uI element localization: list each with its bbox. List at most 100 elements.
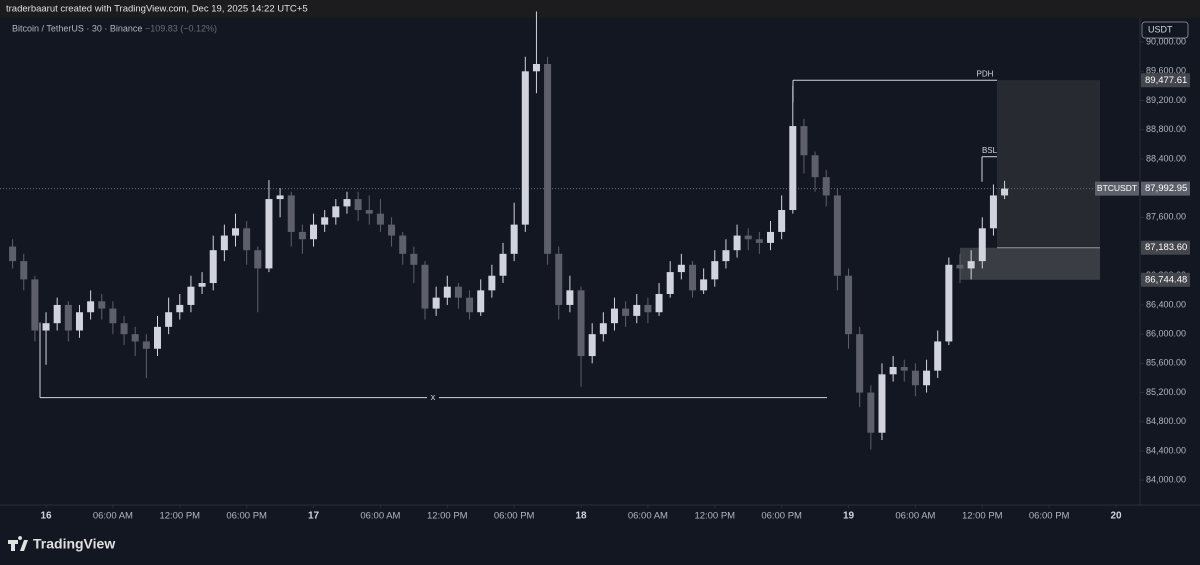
y-tick-label: 89,200.00 [1146, 95, 1186, 105]
candle-body [633, 304, 641, 316]
symbol-tag [1095, 181, 1139, 196]
candle-body [934, 341, 942, 371]
candle-body [967, 261, 975, 269]
y-tick-label: 88,800.00 [1146, 124, 1186, 134]
y-tick-label: 87,600.00 [1146, 212, 1186, 222]
candle-body [978, 228, 986, 262]
price-label: 89,477.61 [1145, 75, 1187, 86]
y-tick-label: 84,800.00 [1146, 416, 1186, 426]
x-tick-label: 19 [843, 511, 855, 522]
candle-body [945, 264, 953, 342]
x-tick-label: 16 [40, 511, 52, 522]
candle-body [488, 275, 496, 291]
candle-body [521, 71, 529, 225]
price-label-box [1141, 272, 1190, 287]
candle-body [399, 235, 407, 254]
candle-body [677, 264, 685, 273]
candle-body [822, 177, 830, 196]
candle-body [254, 250, 262, 269]
brand-logo [8, 536, 28, 551]
candle-body [354, 199, 362, 211]
candle-body [20, 261, 28, 280]
candle-body [666, 272, 674, 294]
price-label: 87,992.95 [1145, 183, 1187, 194]
y-tick-label: 84,000.00 [1146, 475, 1186, 485]
y-tick-label: 90,000.00 [1146, 36, 1186, 46]
candle-body [42, 323, 50, 331]
footer [0, 530, 1200, 565]
y-tick-label: 88,400.00 [1146, 153, 1186, 163]
candle-body [310, 224, 318, 240]
x-tick-label: 06:00 AM [628, 511, 668, 522]
candle-body [622, 308, 630, 316]
y-tick-label: 86,400.00 [1146, 299, 1186, 309]
candle-body [276, 195, 284, 200]
x-tick-label: 12:00 PM [427, 511, 468, 522]
y-tick-label: 84,400.00 [1146, 445, 1186, 455]
candle-body [109, 308, 117, 324]
candle-body [454, 286, 462, 298]
candle-body [31, 279, 39, 331]
candle-body [811, 155, 819, 178]
annotation-label: PDH [977, 69, 994, 78]
candle-body [131, 334, 139, 342]
candle-body [610, 308, 618, 324]
chart-title: Bitcoin / TetherUS · 30 · Binance [12, 23, 142, 33]
x-tick-label: 17 [308, 511, 320, 522]
candle-body [332, 206, 340, 218]
candle-body [555, 253, 563, 305]
candle-body [53, 304, 61, 324]
credit: traderbaarut created with TradingView.co… [6, 4, 308, 15]
price-label-box [1141, 240, 1190, 255]
candle-body [165, 312, 173, 327]
y-tick-label: 85,200.00 [1146, 387, 1186, 397]
candle-body [142, 341, 150, 349]
candle-body [98, 301, 106, 309]
y-tick-label: 89,600.00 [1146, 66, 1186, 76]
x-tick-label: 06:00 AM [93, 511, 133, 522]
candle-body [655, 293, 663, 313]
candle-body [510, 224, 518, 254]
candle-body [733, 235, 741, 251]
candle-body [878, 374, 886, 433]
x-tick-label: 06:00 PM [226, 511, 267, 522]
price-change: −109.83 (−0.12%) [145, 23, 217, 33]
candle-body [298, 231, 306, 240]
header-bar [0, 0, 1200, 18]
y-tick-label: 86,000.00 [1146, 329, 1186, 339]
candle-body [75, 312, 83, 331]
x-tick-label: 06:00 PM [1029, 511, 1070, 522]
brand: TradingView [33, 536, 115, 552]
candle-body [889, 367, 897, 375]
candle-body [923, 370, 931, 386]
price-label-box [1141, 73, 1190, 88]
logo-mark [8, 536, 28, 551]
candle-body [856, 334, 864, 393]
candle-body [477, 290, 485, 313]
price-label: 86,744.48 [1145, 274, 1187, 285]
candle-body [388, 224, 396, 236]
candle-body [187, 286, 195, 305]
candle-body [989, 195, 997, 229]
candle-body [800, 126, 808, 156]
candle-body [544, 63, 552, 254]
x-tick-label: 06:00 AM [360, 511, 400, 522]
candle-body [532, 63, 540, 72]
candle-body [9, 246, 17, 262]
x-tick-label: 06:00 PM [761, 511, 802, 522]
candle-body [566, 290, 574, 305]
candle-body [209, 250, 217, 284]
candle-body [644, 304, 652, 313]
candle-body [321, 217, 329, 225]
x-tick-label: 06:00 AM [895, 511, 935, 522]
candle-body [599, 323, 607, 335]
candle-body [220, 235, 228, 251]
candle-body [120, 323, 128, 335]
candle-body [577, 290, 585, 357]
candle-body [845, 275, 853, 335]
candle-body [767, 231, 775, 243]
candle-body [911, 370, 919, 386]
x-tick-label: 12:00 PM [159, 511, 200, 522]
currency-box[interactable] [1141, 21, 1189, 39]
